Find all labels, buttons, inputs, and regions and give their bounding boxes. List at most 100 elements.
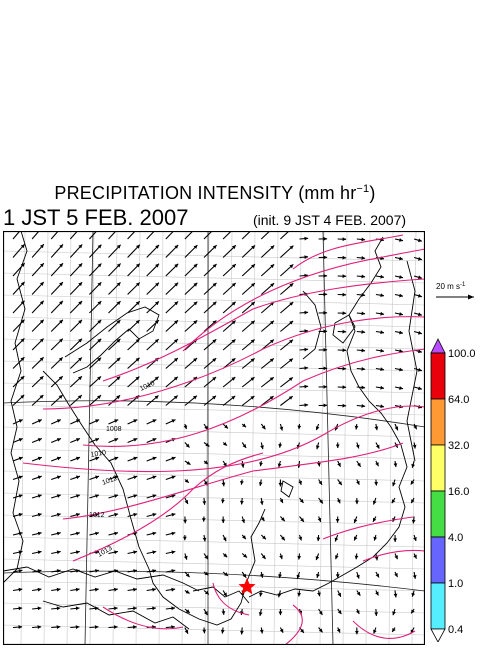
wind-arrowhead [342, 237, 347, 242]
wind-arrowhead [186, 461, 191, 465]
colorbar-bin [430, 398, 446, 446]
wind-arrowhead [297, 592, 302, 597]
wind-arrowhead [242, 444, 247, 448]
wind-arrowhead [262, 535, 266, 540]
wind-arrowhead [133, 625, 137, 629]
coastline [3, 231, 418, 630]
wind-arrowhead [116, 282, 121, 287]
wind-arrowhead [20, 376, 25, 380]
wind-arrowhead [250, 339, 255, 344]
wind-arrowhead [394, 573, 398, 577]
isobar-line [22, 405, 425, 473]
wind-arrowhead [37, 606, 42, 611]
wind-arrowhead [278, 611, 283, 616]
wind-arrowhead [173, 376, 178, 381]
wind-arrowhead [95, 456, 100, 461]
lat-lon-grid [3, 231, 425, 645]
wind-arrowhead [356, 480, 360, 485]
wind-arrowhead [259, 462, 263, 467]
wind-arrowhead [411, 592, 416, 597]
wind-arrowhead [336, 628, 341, 633]
wind-arrowhead [39, 319, 44, 324]
wind-arrowhead [171, 569, 176, 573]
wind-arrowhead [260, 445, 264, 450]
wind-arrowhead [413, 425, 417, 430]
wind-arrowhead [392, 628, 396, 632]
weather-map: 1010 1008 1010 1012 1012 1013 [3, 231, 425, 645]
wind-arrowhead [173, 395, 178, 400]
wind-arrowhead [155, 263, 159, 268]
wind-arrowhead [289, 339, 293, 344]
wind-arrowhead [240, 592, 245, 597]
isobar-line [352, 620, 416, 639]
wind-arrowhead [20, 394, 25, 399]
wind-arrowhead [193, 263, 198, 268]
wind-arrow [280, 231, 290, 240]
wind-arrowhead [413, 537, 417, 541]
wind-arrowhead [221, 519, 226, 523]
wind-arrowhead [39, 282, 44, 286]
wind-arrowhead [316, 574, 320, 578]
wind-arrowhead [380, 330, 384, 335]
wind-arrowhead [78, 301, 83, 305]
wind-arrowhead [251, 264, 255, 268]
wind-scale-arrowhead [468, 294, 474, 300]
wind-arrowhead [243, 553, 247, 558]
wind-arrowhead [418, 312, 422, 317]
wind-arrowhead [224, 424, 228, 429]
wind-arrowhead [76, 419, 80, 423]
wind-arrowhead [323, 348, 328, 352]
wind-arrowhead [393, 463, 398, 467]
wind-arrowhead [56, 531, 61, 536]
wind-arrow [203, 231, 213, 240]
wind-arrowhead [300, 518, 304, 522]
wind-arrowhead [269, 396, 274, 400]
wind-arrowhead [399, 238, 403, 242]
colorbar-bin [430, 490, 446, 538]
colorbar-label: 4.0 [448, 532, 463, 544]
wind-arrow [12, 231, 21, 240]
wind-arrowhead [116, 357, 121, 362]
wind-arrowhead [184, 500, 188, 504]
wind-arrowhead [133, 494, 138, 498]
wind-arrowhead [116, 320, 121, 324]
wind-arrowhead [261, 425, 266, 430]
wind-arrowhead [171, 531, 176, 536]
wind-arrowhead [277, 463, 282, 468]
wind-arrowhead [361, 311, 366, 316]
wind-arrowhead [39, 357, 44, 362]
wind-arrowhead [20, 244, 25, 249]
wind-arrowhead [18, 587, 23, 592]
wind-arrowhead [251, 245, 255, 250]
wind-arrowhead [114, 569, 118, 573]
wind-arrowhead [372, 500, 377, 505]
wind-arrowhead [231, 395, 236, 400]
wind-arrowhead [56, 456, 61, 461]
wind-arrowhead [304, 347, 309, 352]
wind-arrowhead [18, 475, 23, 480]
wind-arrowhead [56, 438, 61, 442]
title-text: PRECIPITATION INTENSITY (mm hr [54, 183, 357, 203]
wind-arrowhead [399, 367, 403, 372]
wind-arrowhead [78, 263, 83, 268]
wind-arrowhead [289, 245, 294, 250]
wind-arrowhead [223, 442, 227, 446]
wind-arrowhead [231, 358, 236, 362]
wind-arrowhead [399, 330, 403, 335]
wind-arrowhead [375, 444, 380, 449]
wind-arrow [50, 231, 59, 240]
wind-arrowhead [133, 606, 137, 611]
wind-arrowhead [337, 462, 341, 467]
wind-arrowhead [212, 320, 217, 325]
wind-arrowhead [56, 494, 61, 498]
location-star-marker [238, 578, 256, 595]
isobar-line [362, 549, 425, 562]
wind-arrowhead [250, 301, 255, 306]
wind-arrow [222, 231, 233, 240]
wind-arrowhead [418, 256, 422, 261]
wind-arrowhead [97, 244, 102, 249]
colorbar-bin [430, 444, 446, 492]
wind-arrowhead [270, 283, 275, 287]
wind-arrowhead [412, 444, 417, 449]
wind-arrowhead [288, 396, 293, 400]
